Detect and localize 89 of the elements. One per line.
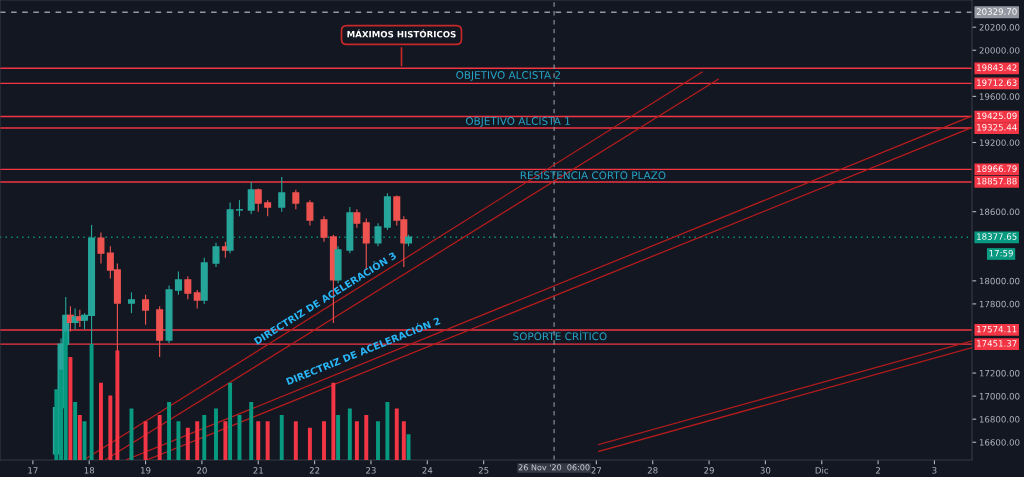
candlestick <box>292 189 300 210</box>
bar <box>89 344 94 460</box>
x-tick-label: 24 <box>422 467 433 474</box>
x-tick-label: 17 <box>28 467 38 474</box>
candlestick <box>212 242 220 268</box>
y-tick-label: 17200.00 <box>979 369 1020 377</box>
y-tick-label: 20000.00 <box>979 47 1020 54</box>
x-tick-label: 30 <box>760 467 771 474</box>
y-tick-label: 19200.00 <box>979 139 1020 146</box>
x-tick-label: 20 <box>197 467 207 474</box>
y-tick-label: 16600.00 <box>979 439 1020 446</box>
candlestick <box>174 271 182 296</box>
bar <box>202 414 207 460</box>
bar <box>385 402 390 460</box>
candlestick <box>184 275 192 300</box>
ref-line-label: 18377.65 <box>977 233 1017 240</box>
x-tick-label: 19 <box>141 467 151 474</box>
y-tick-label: 18000.00 <box>979 277 1020 285</box>
candlestick <box>193 289 201 310</box>
x-tick-label: 3 <box>932 467 937 474</box>
x-tick-label: 23 <box>366 467 376 474</box>
bar <box>249 402 254 460</box>
ref-line-label: 18857.88 <box>977 177 1017 185</box>
candlestick <box>127 291 135 314</box>
x-tick-label: 22 <box>309 467 320 474</box>
candlestick <box>247 181 255 215</box>
y-tick-label: 17800.00 <box>979 300 1020 308</box>
ref-line-label: 19325.44 <box>977 124 1017 131</box>
bar <box>98 382 103 460</box>
bar <box>401 421 406 460</box>
text: 17:59 <box>989 249 1013 257</box>
ref-line-label: 19712.63 <box>977 79 1017 86</box>
y-tick-label: 17000.00 <box>979 393 1020 400</box>
candlestick <box>142 294 150 326</box>
bar <box>157 414 162 460</box>
bar <box>73 402 78 460</box>
bar <box>265 421 270 460</box>
bar <box>108 395 113 460</box>
bar <box>77 414 82 460</box>
x-tick-label: 2 <box>875 467 880 474</box>
annotation: OBJETIVO ALCISTA 1 <box>465 117 570 127</box>
ref-line-label: 20329.70 <box>976 8 1017 15</box>
bar <box>167 402 172 460</box>
y-tick-label: 20200.00 <box>979 24 1020 31</box>
candlestick <box>374 222 382 247</box>
candlestick <box>353 208 361 229</box>
candlestick <box>306 199 314 227</box>
candlestick <box>97 231 105 265</box>
ref-line-label: 19425.09 <box>977 112 1017 120</box>
x-tick-label: 21 <box>253 467 263 474</box>
x-tick-label: 18 <box>84 467 95 474</box>
candlestick <box>278 176 286 213</box>
bar <box>223 421 228 460</box>
x-tick-label: 29 <box>704 467 714 474</box>
ref-line-label: 18966.79 <box>977 165 1017 172</box>
bar <box>256 421 261 460</box>
bar <box>336 414 341 460</box>
y-tick-label: 19600.00 <box>979 93 1020 100</box>
y-tick-label: 16800.00 <box>979 416 1020 423</box>
bar <box>376 421 380 460</box>
ref-line-label: 19843.42 <box>977 64 1017 71</box>
bar <box>322 421 326 460</box>
bar <box>228 382 233 460</box>
ref-line-label: 26 Nov '20 06:00 <box>518 464 590 471</box>
bar <box>68 356 73 460</box>
ref-line-label: 17451.37 <box>977 340 1017 347</box>
bar <box>394 408 399 460</box>
bar <box>347 408 352 460</box>
bar <box>143 421 148 460</box>
bar <box>176 421 181 460</box>
bar <box>364 414 369 460</box>
candlestick <box>320 215 328 243</box>
annotation: SOPORTE CRÍTICO <box>513 330 607 341</box>
x-tick-label: 27 <box>591 467 602 474</box>
bar <box>279 414 284 460</box>
bar <box>293 421 298 460</box>
x-tick-label: Dic <box>815 466 829 474</box>
bar <box>195 421 200 460</box>
bar <box>307 427 312 460</box>
ref-line-label: 17574.11 <box>977 326 1017 333</box>
annotation: MÁXIMOS HISTÓRICOS <box>347 29 456 38</box>
annotation: OBJETIVO ALCISTA 2 <box>456 71 561 81</box>
y-tick-label: 18600.00 <box>979 208 1020 216</box>
x-tick-label: 28 <box>647 467 658 474</box>
bar <box>354 421 359 460</box>
bar <box>115 350 120 460</box>
bar <box>185 427 190 460</box>
x-tick-label: 25 <box>478 467 489 474</box>
bar <box>214 408 218 460</box>
